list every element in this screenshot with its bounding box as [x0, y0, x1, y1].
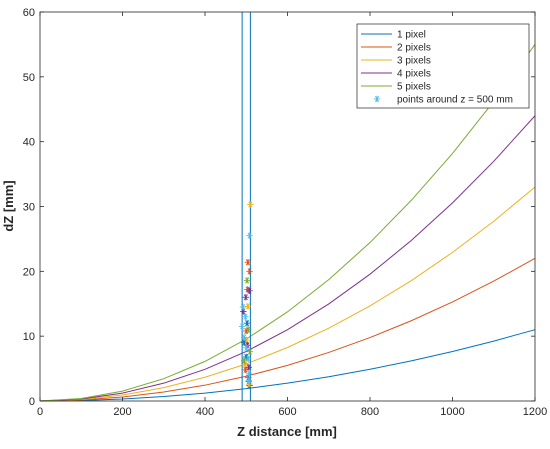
x-tick-label: 800	[361, 406, 379, 418]
y-tick-label: 60	[23, 7, 35, 19]
data-point	[246, 268, 253, 275]
data-point	[245, 377, 252, 384]
data-point	[242, 313, 249, 320]
legend-marker	[373, 95, 381, 103]
y-tick-label: 10	[23, 331, 35, 343]
legend-box	[356, 23, 530, 109]
series-line-4	[39, 115, 536, 402]
data-point	[245, 364, 252, 371]
data-point	[243, 277, 251, 284]
y-axis-ticks: 0 10 20 30 40 50 60	[23, 7, 535, 408]
series-line-3	[39, 186, 536, 402]
x-axis-ticks: 0 200 400 600 800 1000 1200	[37, 12, 547, 418]
series-line-5	[39, 44, 536, 402]
points-layer	[238, 201, 254, 389]
legend-label: 3 pixels	[397, 56, 431, 67]
legend-label: 2 pixels	[397, 43, 431, 54]
data-point	[246, 232, 253, 239]
data-point	[243, 320, 251, 327]
legend: 1 pixel 2 pixels 3 pixels 4 pixels 5 pixels p…	[356, 23, 530, 109]
data-point	[246, 348, 254, 355]
legend-label: 1 pixel	[397, 30, 426, 41]
data-point	[243, 344, 250, 352]
legend-label: 4 pixels	[397, 69, 431, 80]
x-tick-label: 1000	[440, 406, 464, 418]
data-point	[246, 287, 253, 294]
x-tick-label: 1200	[523, 406, 547, 418]
data-point	[242, 294, 250, 301]
y-tick-label: 30	[23, 202, 35, 214]
y-tick-label: 20	[23, 266, 35, 278]
data-point	[245, 326, 252, 333]
data-point	[247, 201, 254, 208]
data-point	[244, 259, 252, 266]
x-tick-label: 200	[113, 406, 131, 418]
x-tick-label: 600	[278, 406, 296, 418]
data-point	[239, 303, 247, 311]
data-point	[238, 323, 246, 330]
x-tick-label: 0	[37, 406, 43, 418]
x-tick-label: 400	[196, 406, 214, 418]
y-tick-label: 40	[23, 137, 35, 149]
y-axis-title: dZ [mm]	[1, 180, 16, 231]
data-point	[240, 334, 248, 341]
legend-label: points around z = 500 mm	[397, 95, 513, 106]
legend-label: 5 pixels	[397, 82, 431, 93]
data-point	[245, 355, 252, 363]
data-point	[245, 370, 253, 377]
data-point	[244, 303, 252, 310]
x-axis-title: Z distance [mm]	[237, 424, 337, 439]
y-tick-label: 50	[23, 72, 35, 84]
y-tick-label: 0	[29, 396, 35, 408]
